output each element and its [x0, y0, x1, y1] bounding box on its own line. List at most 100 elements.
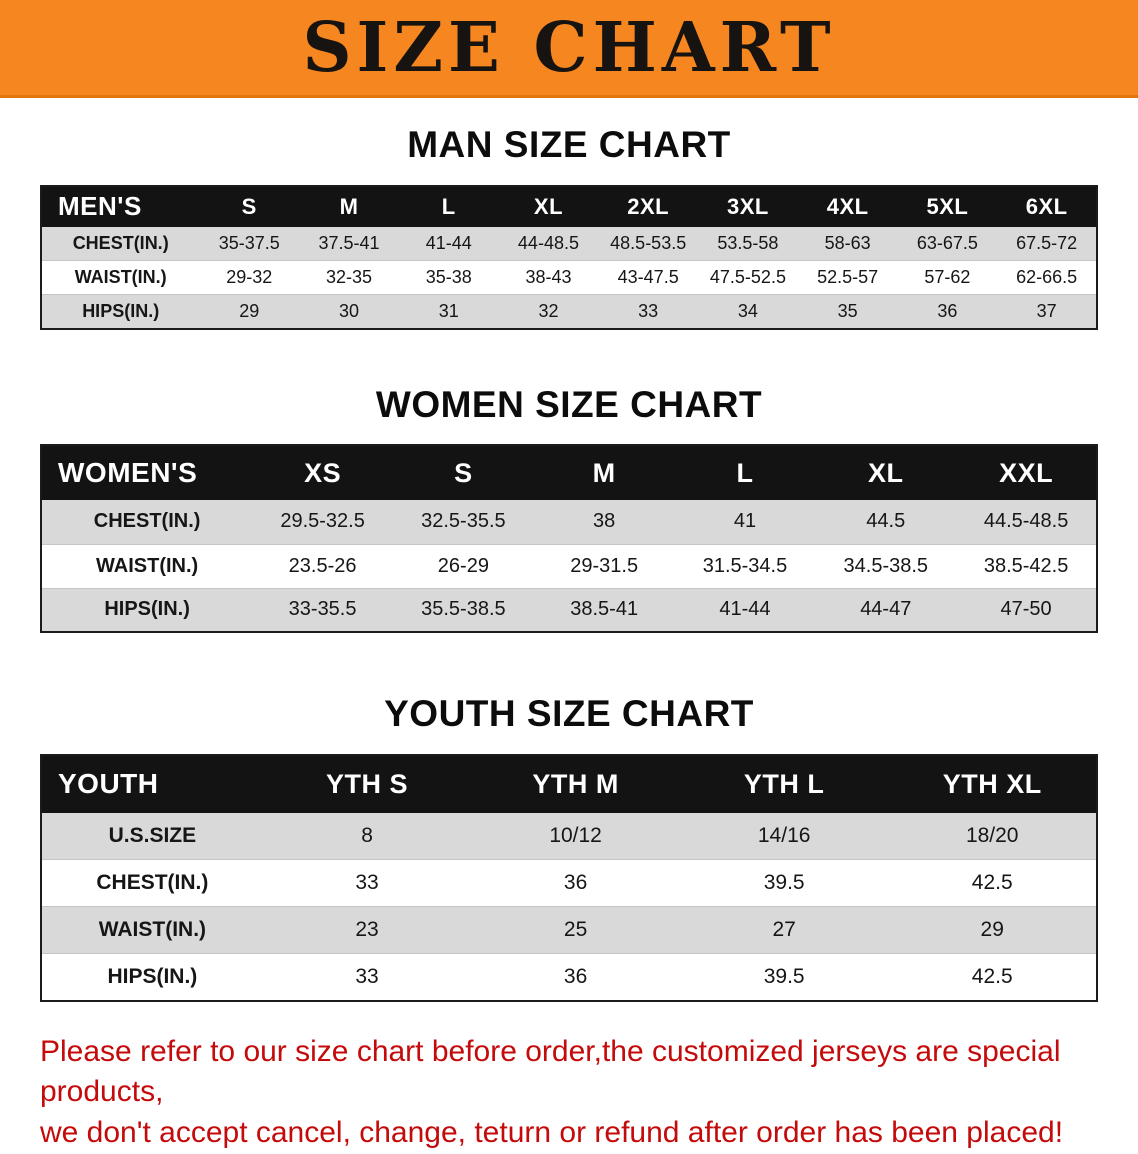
- page-title: SIZE CHART: [302, 7, 836, 88]
- size-header-cell: XL: [498, 185, 599, 227]
- size-header-cell: YTH XL: [888, 754, 1097, 813]
- size-header-cell: M: [533, 445, 675, 501]
- table-title-cell: YOUTH: [41, 754, 263, 813]
- value-cell: 34.5-38.5: [815, 543, 957, 589]
- size-header-cell: L: [674, 445, 816, 501]
- row-label-cell: WAIST(IN.): [41, 543, 253, 589]
- notice-line-1: Please refer to our size chart before or…: [40, 1034, 1061, 1109]
- size-header-cell: S: [392, 445, 534, 501]
- row-label-cell: HIPS(IN.): [41, 587, 253, 633]
- value-cell: 23.5-26: [252, 543, 393, 589]
- value-cell: 41-44: [674, 587, 816, 633]
- value-cell: 58-63: [824, 232, 871, 253]
- value-cell: 42.5: [888, 953, 1097, 1001]
- size-header-cell: L: [398, 185, 499, 227]
- value-cell: 36: [471, 859, 680, 907]
- men-size-table: MEN'S S M L XL 2XL 3XL 4XL 5XL 6XL CHEST(IN.) 35-37…: [40, 184, 1098, 330]
- youth-size-section: YOUTH SIZE CHART YOUTH YTH S YTH M YTH L YTH…: [0, 693, 1138, 1002]
- row-label-cell: WAIST(IN.): [41, 906, 263, 954]
- value-cell: 38.5-42.5: [956, 543, 1097, 589]
- value-cell: 26-29: [392, 543, 534, 589]
- value-cell: 29-31.5: [533, 543, 675, 589]
- value-cell: 44-47: [815, 587, 957, 633]
- youth-size-table: YOUTH YTH S YTH M YTH L YTH XL U.S.SIZE 8 10/12…: [40, 753, 1098, 1002]
- value-cell: 32.5-35.5: [421, 510, 506, 533]
- value-cell: 57-62: [897, 260, 998, 295]
- value-cell: 31.5-34.5: [674, 543, 816, 589]
- row-label-cell: CHEST(IN.): [41, 859, 263, 907]
- footer-notice: Please refer to our size chart before or…: [40, 1032, 1098, 1154]
- value-cell: 38: [593, 510, 616, 533]
- table-header-row: YOUTH YTH S YTH M YTH L YTH XL: [41, 754, 1097, 813]
- value-cell: 18/20: [965, 823, 1019, 847]
- table-row: WAIST(IN.) 23 25 27 29: [41, 906, 1097, 954]
- women-section-title: WOMEN SIZE CHART: [375, 383, 763, 425]
- value-cell: 62-66.5: [997, 260, 1097, 295]
- value-cell: 29: [199, 294, 300, 329]
- row-label-cell: HIPS(IN.): [41, 294, 200, 329]
- value-cell: 10/12: [549, 823, 602, 847]
- value-cell: 33: [598, 294, 699, 329]
- value-cell: 30: [299, 294, 399, 329]
- value-cell: 23: [262, 906, 472, 954]
- table-row: CHEST(IN.) 33 36 39.5 42.5: [41, 859, 1097, 907]
- size-header-cell: 2XL: [598, 185, 699, 227]
- table-row: WAIST(IN.) 29-32 32-35 35-38 38-43 43-47.5 47.…: [41, 260, 1097, 295]
- size-header-cell: S: [199, 185, 300, 227]
- table-title-cell: MEN'S: [41, 185, 200, 227]
- value-cell: 44.5: [866, 510, 906, 533]
- table-header-row: WOMEN'S XS S M L XL XXL: [41, 445, 1097, 501]
- notice-line-2: we don't accept cancel, change, teturn o…: [40, 1116, 1064, 1150]
- size-header-cell: 4XL: [797, 185, 898, 227]
- value-cell: 53.5-58: [717, 232, 779, 253]
- value-cell: 31: [398, 294, 499, 329]
- women-size-table: WOMEN'S XS S M L XL XXL CHEST(IN.) 29.5-32.5 32.5…: [40, 444, 1098, 634]
- table-row: HIPS(IN.) 33-35.5 35.5-38.5 38.5-41 41-44 44-…: [41, 587, 1097, 633]
- size-header-cell: 6XL: [997, 185, 1097, 227]
- value-cell: 33-35.5: [252, 587, 393, 633]
- row-label-cell: CHEST(IN.): [93, 510, 201, 533]
- youth-section-title: YOUTH SIZE CHART: [384, 693, 754, 735]
- value-cell: 48.5-53.5: [610, 232, 687, 253]
- row-label-cell: CHEST(IN.): [72, 232, 169, 253]
- size-header-cell: 5XL: [897, 185, 998, 227]
- table-row: HIPS(IN.) 33 36 39.5 42.5: [41, 953, 1097, 1001]
- value-cell: 37.5-41: [318, 232, 380, 253]
- value-cell: 33: [262, 859, 472, 907]
- women-size-section: WOMEN SIZE CHART WOMEN'S XS S M L XL XXL CHEST(…: [0, 384, 1138, 634]
- value-cell: 52.5-57: [797, 260, 898, 295]
- men-size-section: MAN SIZE CHART MEN'S S M L XL 2XL 3XL 4XL 5XL 6XL…: [0, 124, 1138, 330]
- table-row: WAIST(IN.) 23.5-26 26-29 29-31.5 31.5-34.5 34…: [41, 543, 1097, 589]
- row-label-cell: HIPS(IN.): [41, 953, 263, 1001]
- size-header-cell: XL: [815, 445, 957, 501]
- value-cell: 27: [679, 906, 889, 954]
- row-label-cell: WAIST(IN.): [41, 260, 200, 295]
- row-label-cell: U.S.SIZE: [108, 823, 197, 847]
- value-cell: 29: [888, 906, 1097, 954]
- value-cell: 34: [698, 294, 798, 329]
- men-section-title: MAN SIZE CHART: [407, 124, 731, 165]
- value-cell: 8: [361, 823, 373, 847]
- table-row: U.S.SIZE 8 10/12 14/16 18/20: [41, 812, 1097, 860]
- size-header-cell: XXL: [956, 445, 1097, 501]
- value-cell: 25: [471, 906, 680, 954]
- value-cell: 33: [262, 953, 472, 1001]
- value-cell: 39.5: [679, 859, 889, 907]
- value-cell: 35.5-38.5: [392, 587, 534, 633]
- value-cell: 47.5-52.5: [698, 260, 798, 295]
- value-cell: 38-43: [498, 260, 599, 295]
- value-cell: 35-38: [398, 260, 499, 295]
- table-row: CHEST(IN.) 35-37.5 37.5-41 41-44 44-48.5 48.5…: [41, 226, 1097, 261]
- value-cell: 43-47.5: [598, 260, 699, 295]
- size-header-cell: XS: [252, 445, 393, 501]
- value-cell: 29-32: [199, 260, 300, 295]
- table-title-cell: WOMEN'S: [41, 445, 253, 501]
- value-cell: 63-67.5: [916, 232, 978, 253]
- value-cell: 39.5: [679, 953, 889, 1001]
- value-cell: 47-50: [956, 587, 1097, 633]
- size-header-cell: YTH M: [471, 754, 680, 813]
- table-header-row: MEN'S S M L XL 2XL 3XL 4XL 5XL 6XL: [41, 185, 1097, 227]
- value-cell: 67.5-72: [1016, 232, 1078, 253]
- value-cell: 38.5-41: [533, 587, 675, 633]
